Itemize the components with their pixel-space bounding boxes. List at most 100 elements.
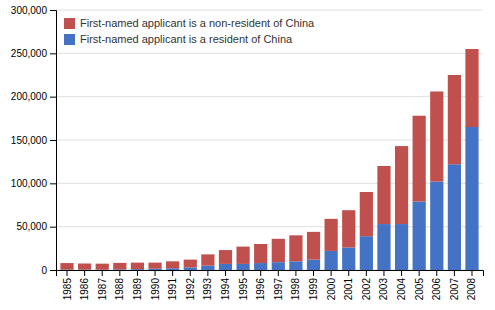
tick-mark (278, 270, 279, 276)
x-tick: 1996 (255, 270, 266, 300)
x-tick: 2003 (378, 270, 389, 300)
tick-mark (50, 140, 56, 141)
x-tick: 2002 (361, 270, 372, 300)
tick-label: 1990 (150, 278, 161, 301)
tick-mark (401, 270, 402, 276)
tick-mark (84, 270, 85, 276)
bar (325, 219, 338, 251)
tick-mark (419, 270, 420, 276)
x-tick: 2000 (326, 270, 337, 300)
bar (219, 250, 232, 264)
y-tick: 200,000 (11, 91, 56, 102)
y-tick: 0 (41, 265, 56, 276)
tick-mark (137, 270, 138, 276)
bar (377, 224, 390, 270)
x-tick: 1985 (62, 270, 73, 300)
y-tick: 150,000 (11, 135, 56, 146)
x-tick: 1992 (185, 270, 196, 300)
tick-mark (50, 227, 56, 228)
bar (413, 116, 426, 202)
grid (56, 10, 483, 270)
bar (342, 247, 355, 270)
tick-mark (260, 270, 261, 276)
bar (430, 91, 443, 181)
bar (184, 260, 197, 268)
bar (236, 247, 249, 264)
tick-label: 2006 (431, 278, 442, 301)
tick-mark (50, 183, 56, 184)
axis-line (57, 271, 484, 277)
x-tick: 2007 (449, 270, 460, 300)
x-tick: 1997 (273, 270, 284, 300)
tick-label: 1998 (290, 278, 301, 301)
bar (342, 210, 355, 247)
tick-mark (454, 270, 455, 276)
tick-label: 2005 (414, 278, 425, 301)
bar (307, 260, 320, 270)
legend-swatch (64, 18, 75, 29)
bar-series (60, 49, 478, 270)
grid-line (56, 96, 483, 97)
tick-label: 200,000 (11, 91, 48, 102)
x-tick: 1988 (114, 270, 125, 300)
tick-label: 2008 (466, 278, 477, 301)
bar (465, 49, 478, 127)
plot: 050,000100,000150,000200,000250,000300,0… (11, 5, 484, 301)
bar (395, 224, 408, 270)
x-tick: 2005 (414, 270, 425, 300)
x-tick: 1994 (220, 270, 231, 300)
tick-label: 2007 (449, 278, 460, 301)
bar (465, 127, 478, 270)
x-tick: 2006 (431, 270, 442, 300)
x-tick: 1995 (238, 270, 249, 300)
bar (201, 254, 214, 265)
tick-mark (243, 270, 244, 276)
tick-label: 0 (41, 265, 47, 276)
tick-label: 1996 (255, 278, 266, 301)
bar (360, 236, 373, 270)
tick-label: 2004 (396, 278, 407, 301)
x-tick: 1991 (167, 270, 178, 300)
tick-mark (207, 270, 208, 276)
tick-mark (172, 270, 173, 276)
legend-item: First-named applicant is a resident of C… (64, 33, 293, 45)
legend-label: First-named applicant is a non-resident … (80, 17, 315, 29)
bar (413, 202, 426, 270)
tick-mark (102, 270, 103, 276)
tick-mark (225, 270, 226, 276)
bar (254, 263, 267, 270)
x-tick: 2004 (396, 270, 407, 300)
x-axis: 1985 1986 1987 1988 1989 1990 1991 1992 1993 1994… (57, 270, 484, 300)
tick-label: 1989 (132, 278, 143, 301)
tick-label: 1992 (185, 278, 196, 301)
bar (166, 261, 179, 268)
bar (254, 244, 267, 263)
tick-label: 50,000 (16, 221, 47, 232)
tick-label: 1991 (167, 278, 178, 301)
tick-label: 2000 (326, 278, 337, 301)
x-tick: 2008 (466, 270, 477, 300)
bar (113, 263, 126, 270)
bar (272, 239, 285, 262)
y-tick: 100,000 (11, 178, 56, 189)
y-tick: 300,000 (11, 5, 56, 16)
bar (219, 264, 232, 270)
tick-label: 1986 (79, 278, 90, 301)
tick-label: 1988 (114, 278, 125, 301)
legend-item: First-named applicant is a non-resident … (64, 17, 315, 29)
tick-label: 1993 (202, 278, 213, 301)
grid-line (56, 53, 483, 54)
tick-label: 1987 (97, 278, 108, 301)
bar (166, 268, 179, 270)
legend: First-named applicant is a non-resident … (64, 17, 315, 45)
tick-mark (50, 97, 56, 98)
tick-label: 150,000 (11, 135, 48, 146)
bar (96, 264, 109, 270)
y-tick: 50,000 (16, 221, 56, 232)
bar (78, 264, 91, 270)
tick-mark (366, 270, 367, 276)
bar (307, 232, 320, 260)
grid-line (56, 10, 483, 11)
x-tick: 1990 (150, 270, 161, 300)
bar (201, 266, 214, 270)
